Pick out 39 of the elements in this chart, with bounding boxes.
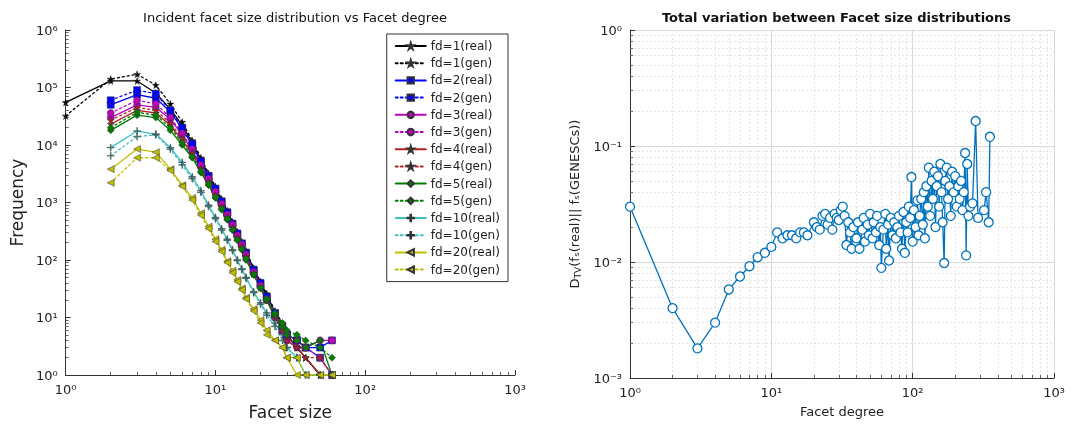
- chart-title: Incident facet size distribution vs Facet degree: [143, 10, 447, 25]
- legend-label: fd=20(real): [430, 245, 501, 260]
- x-tick-label: 10¹: [760, 385, 783, 400]
- y-tick-label: 10⁻²: [593, 254, 623, 270]
- legend-label: fd=4(gen): [430, 159, 493, 174]
- y-tick-label: 10⁻¹: [593, 138, 623, 154]
- legend-label: fd=20(gen): [430, 262, 500, 277]
- y-tick-label: 10⁴: [35, 137, 58, 153]
- x-tick-label: 10¹: [204, 382, 227, 397]
- legend-label: fd=10(real): [430, 211, 501, 225]
- legend-label: fd=2(real): [430, 73, 493, 88]
- x-tick-label: 10⁰: [54, 382, 77, 397]
- x-tick-label: 10²: [354, 382, 377, 397]
- x-tick-label: 10³: [1043, 385, 1065, 400]
- legend-label: fd=2(gen): [430, 90, 493, 105]
- x-tick-label: 10³: [504, 382, 526, 397]
- y-tick-label: 10¹: [35, 310, 58, 325]
- y-axis-title: DTV(fₛ(real)|| fₛ(GENESCs)): [567, 119, 583, 289]
- y-tick-label: 10⁰: [600, 22, 623, 38]
- x-axis-title: Facet size: [248, 401, 333, 422]
- y-tick-label: 10⁻³: [593, 370, 623, 386]
- y-tick-label: 10⁰: [35, 367, 58, 383]
- legend-label: fd=5(real): [430, 176, 493, 191]
- x-tick-label: 10⁰: [619, 385, 641, 400]
- y-tick-label: 10³: [35, 195, 58, 210]
- chart-title: Total variation between Facet size distributions: [661, 10, 1012, 25]
- x-axis-title: Facet degree: [799, 404, 885, 419]
- y-tick-label: 10²: [35, 252, 58, 268]
- legend-label: fd=5(gen): [430, 193, 493, 208]
- legend-label: fd=4(real): [430, 142, 493, 157]
- legend-label: fd=3(gen): [430, 125, 493, 139]
- y-tick-label: 10⁵: [35, 80, 58, 95]
- legend-label: fd=1(gen): [430, 56, 493, 71]
- legend-label: fd=3(real): [430, 107, 493, 122]
- y-tick-label: 10⁶: [35, 22, 58, 38]
- legend-label: fd=1(real): [430, 39, 493, 53]
- y-axis-title: Frequency: [6, 158, 27, 247]
- legend-label: fd=10(gen): [430, 228, 500, 243]
- x-tick-label: 10²: [901, 385, 924, 400]
